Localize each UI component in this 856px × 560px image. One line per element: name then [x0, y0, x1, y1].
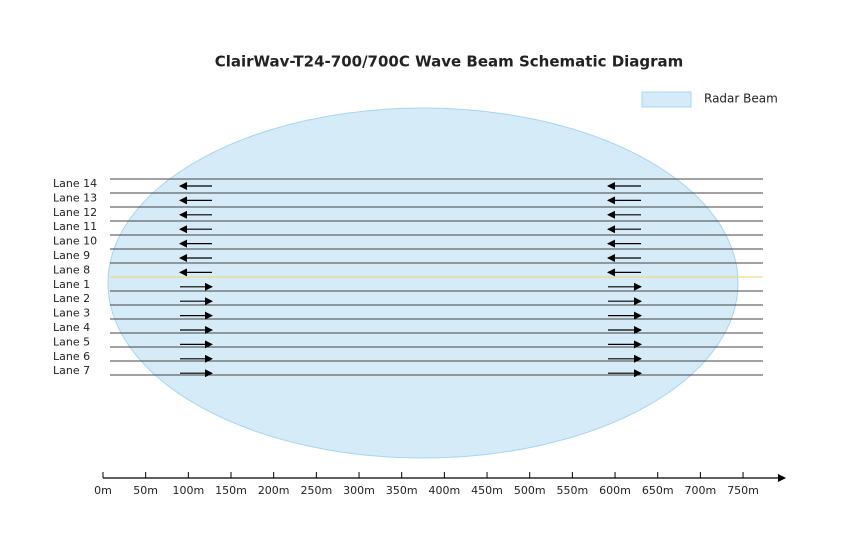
axis-label: 100m [172, 484, 204, 497]
legend-swatch [641, 91, 692, 108]
lane-label: Lane 3 [53, 307, 90, 320]
axis-label: 50m [133, 484, 158, 497]
axis-label: 0m [94, 484, 112, 497]
title: ClairWav-T24-700/700C Wave Beam Schemati… [215, 53, 684, 71]
axis-labels: 0m 50m 100m 150m 200m 250m 300m 350m 400m 450m 500… [94, 472, 759, 497]
radar-beam [107, 107, 739, 459]
lane-label: Lane 11 [53, 220, 97, 233]
lane-label: Lane 10 [53, 235, 97, 248]
axis-label: 150m [215, 484, 247, 497]
lane-label: Lane 13 [53, 191, 97, 204]
legend-label: Radar Beam [704, 92, 778, 106]
lane-label: Lane 7 [53, 364, 90, 377]
lane-label: Lane 9 [53, 249, 90, 262]
axis-label: 700m [685, 484, 717, 497]
axis-label: 450m [471, 484, 503, 497]
axis-label: 400m [429, 484, 461, 497]
axis-label: 200m [258, 484, 290, 497]
axis-label: 500m [514, 484, 546, 497]
axis-label: 600m [599, 484, 631, 497]
axis-label: 750m [727, 484, 759, 497]
lane-label: Lane 4 [53, 321, 90, 334]
lane-label: Lane 5 [53, 335, 90, 348]
lane-label: Lane 14 [53, 177, 97, 190]
lane-label: Lane 2 [53, 292, 90, 305]
lane-label: Lane 8 [53, 263, 90, 276]
axis-label: 650m [642, 484, 674, 497]
axis-label: 250m [300, 484, 332, 497]
lane-label: Lane 1 [53, 278, 90, 291]
axis-label: 550m [557, 484, 589, 497]
axis-label: 350m [386, 484, 418, 497]
lane-label: Lane 6 [53, 350, 90, 363]
lane-label: Lane 12 [53, 206, 97, 219]
axis-label: 300m [343, 484, 375, 497]
